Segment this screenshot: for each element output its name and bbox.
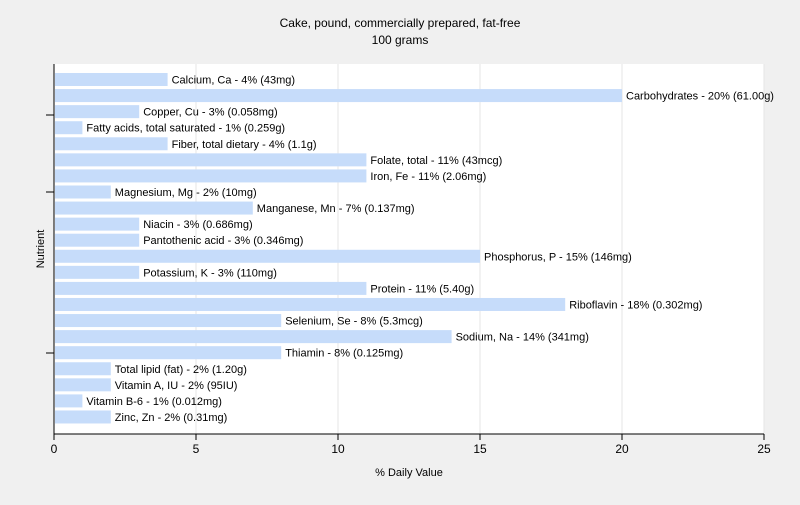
bar (55, 410, 111, 424)
bar-label: Selenium, Se - 8% (5.3mcg) (285, 316, 423, 328)
bar-label: Fatty acids, total saturated - 1% (0.259… (86, 123, 285, 135)
bar (55, 394, 83, 408)
bar (55, 89, 622, 103)
bar (55, 185, 111, 199)
bar (55, 265, 140, 279)
y-axis-label: Nutrient (35, 230, 47, 269)
x-tick-label: 20 (615, 442, 629, 456)
bar-labels: Calcium, Ca - 4% (43mg) Carbohydrates - 2… (86, 75, 774, 424)
bar (55, 121, 83, 135)
bar (55, 169, 367, 183)
bar-label: Potassium, K - 3% (110mg) (143, 267, 277, 279)
bar-label: Total lipid (fat) - 2% (1.20g) (115, 364, 247, 376)
bar (55, 73, 168, 86)
bar-label: Phosphorus, P - 15% (146mg) (484, 251, 632, 263)
bar (55, 153, 367, 167)
bars (55, 73, 622, 424)
bar-label: Copper, Cu - 3% (0.058mg) (143, 107, 278, 119)
bar-label: Protein - 11% (5.40g) (370, 283, 474, 295)
bar (55, 378, 111, 392)
bar-label: Vitamin A, IU - 2% (95IU) (115, 380, 238, 392)
bar (55, 249, 480, 263)
bar (55, 105, 140, 119)
bar-label: Magnesium, Mg - 2% (10mg) (115, 187, 257, 199)
x-tick-label: 0 (51, 442, 58, 456)
bar-label: Carbohydrates - 20% (61.00g) (626, 91, 774, 103)
bar (55, 346, 282, 360)
plot-area (54, 64, 764, 434)
x-tick-label: 5 (193, 442, 200, 456)
bar (55, 137, 168, 151)
bar (55, 217, 140, 231)
bar-label: Riboflavin - 18% (0.302mg) (569, 299, 702, 311)
bar (55, 281, 367, 295)
bar-label: Folate, total - 11% (43mcg) (370, 155, 502, 167)
bar-label: Thiamin - 8% (0.125mg) (285, 348, 403, 360)
bar-label: Iron, Fe - 11% (2.06mg) (370, 171, 486, 183)
x-tick-label: 10 (331, 442, 345, 456)
bar (55, 362, 111, 376)
x-tick-label: 15 (473, 442, 487, 456)
chart-title: Cake, pound, commercially prepared, fat-… (280, 16, 521, 30)
grid (195, 64, 765, 434)
axes: 0 5 10 15 20 25 (46, 64, 771, 456)
bar-label: Sodium, Na - 14% (341mg) (456, 332, 589, 344)
bar-label: Calcium, Ca - 4% (43mg) (172, 75, 295, 87)
x-axis-label: % Daily Value (375, 467, 443, 479)
bar-label: Zinc, Zn - 2% (0.31mg) (115, 412, 227, 424)
bar-label: Niacin - 3% (0.686mg) (143, 219, 252, 231)
bar-label: Fiber, total dietary - 4% (1.1g) (172, 139, 317, 151)
bar (55, 297, 566, 311)
bar (55, 314, 282, 328)
x-tick-label: 25 (757, 442, 771, 456)
bar-label: Manganese, Mn - 7% (0.137mg) (257, 203, 415, 215)
chart-subtitle: 100 grams (372, 33, 429, 47)
bar-label: Pantothenic acid - 3% (0.346mg) (143, 235, 303, 247)
bar (55, 201, 253, 215)
bar (55, 330, 452, 344)
bar (55, 233, 140, 247)
bar-label: Vitamin B-6 - 1% (0.012mg) (86, 396, 222, 408)
